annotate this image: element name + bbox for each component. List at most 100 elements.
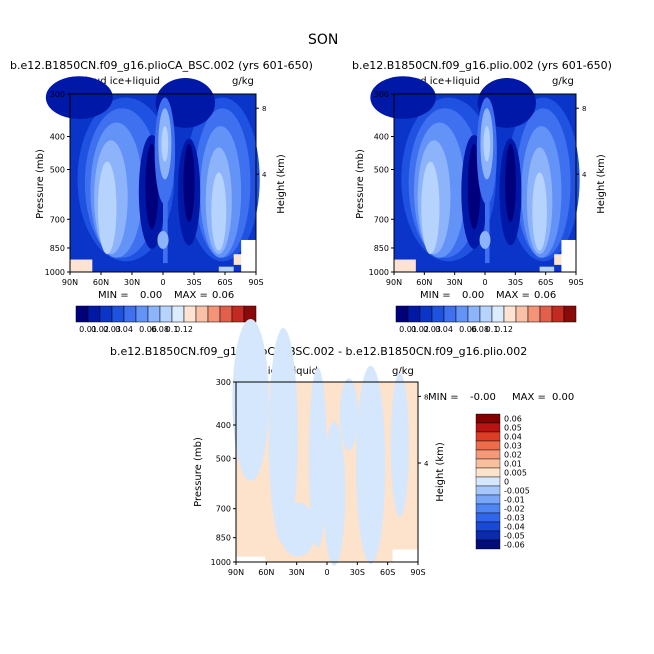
panel3-neg-region: [279, 502, 317, 557]
panel2-max-label: MAX =: [496, 290, 530, 301]
panel2-colorbar-label: 0.12: [495, 325, 513, 334]
panel2-colorbar-label: 0.08: [471, 325, 489, 334]
panel3-units: g/kg: [392, 366, 414, 377]
panel3-colorbar-swatch: [475, 458, 501, 469]
panel3-colorbar-swatch: [475, 521, 501, 532]
panel3-colorbar-swatch: [475, 485, 501, 496]
panel3-colorbar-swatch: [475, 530, 501, 541]
panel2-antarctic-mask: [561, 239, 576, 272]
panel2-plume-stem: [485, 191, 490, 264]
panel1-colorbar-swatch: [195, 305, 209, 323]
panel2-cloud-band: [421, 161, 440, 255]
panel3-colorbar-swatch: [475, 539, 501, 550]
panel3-colorbar-label: 0.02: [504, 451, 522, 460]
panel2-colorbar-swatch: [431, 305, 445, 323]
panel2-colorbar-swatch: [407, 305, 421, 323]
panel1-xtick-label: 0: [160, 278, 165, 287]
panel2-surface-strip: [539, 266, 555, 272]
panel1-antarctic-mask: [241, 239, 256, 272]
panel3-colorbar-swatch: [475, 512, 501, 523]
panel1-bl-cloud: [233, 254, 243, 265]
panel1-xtick-label: 30N: [124, 278, 140, 287]
panel1-colorbar-swatch: [123, 305, 137, 323]
panel3-ytick-label: 400: [216, 421, 231, 430]
panel1-colorbar-swatch: [183, 305, 197, 323]
panel2-ytick-label: 300: [374, 90, 389, 99]
panel2-colorbar-label: 0.03: [423, 325, 441, 334]
panel2-units: g/kg: [552, 76, 574, 87]
panel3-ytick-label: 850: [216, 534, 231, 543]
panel1-ytick-label: 400: [50, 133, 65, 142]
panel1-cloud-band: [97, 161, 117, 255]
panel2-xtick-label: 60N: [416, 278, 432, 287]
panel2-xtick-label: 60S: [538, 278, 553, 287]
panel2-htick-label: 8: [582, 105, 586, 113]
panel1-plume-stem: [163, 191, 168, 264]
panel2-colorbar-label: 0.02: [411, 325, 429, 334]
panel1-colorbar-swatch: [207, 305, 221, 323]
panel2-xtick-label: 0: [482, 278, 487, 287]
panel1-title: b.e12.B1850CN.f09_g16.plioCA_BSC.002 (yr…: [10, 59, 313, 72]
panel3-colorbar-swatch: [475, 440, 501, 451]
panel2-colorbar-label: 0.01: [399, 325, 417, 334]
panel2-colorbar-swatch: [455, 305, 469, 323]
panel3-surface-mask: [392, 549, 418, 562]
panel3-colorbar-label: -0.02: [504, 505, 525, 514]
panel3-neg-region: [339, 378, 358, 451]
panel3-title: b.e12.B1850CN.f09_g16.plioCA_BSC.002 - b…: [110, 345, 528, 358]
panel3-colorbar-label: -0.04: [504, 523, 525, 532]
panel3-htick-label: 4: [424, 460, 429, 468]
panel3-xtick-label: 30N: [289, 568, 305, 577]
panel3-xtick-label: 30S: [350, 568, 365, 577]
panel3-colorbar-swatch: [475, 422, 501, 433]
panel1-lowcloud: [157, 231, 169, 249]
panel1-units: g/kg: [232, 76, 254, 87]
panel2-htick-label: 4: [582, 171, 587, 179]
panel2-ytick-label: 700: [374, 215, 389, 224]
panel2-colorbar-swatch: [419, 305, 433, 323]
panel3-xtick-label: 60N: [258, 568, 274, 577]
panel1-min-label: MIN =: [98, 290, 129, 301]
panel3-colorbar-label: 0: [504, 478, 509, 487]
panel3-ytick-label: 500: [216, 454, 231, 463]
panel3-max-value: 0.00: [552, 392, 575, 403]
panel2-ytick-label: 1000: [369, 268, 389, 277]
panel1-colorbar-swatch: [99, 305, 113, 323]
panel1-variable: Cloud ice+liquid: [78, 76, 160, 87]
panel1-colorbar-label: 0.01: [79, 325, 97, 334]
panel2-ytick-label: 400: [374, 133, 389, 142]
panel1-colorbar-label: 0.02: [91, 325, 109, 334]
panel3-colorbar-swatch: [475, 467, 501, 478]
panel2-xtick-label: 90S: [568, 278, 583, 287]
panel2-colorbar-swatch: [551, 305, 565, 323]
panel2-min-label: MIN =: [420, 290, 451, 301]
panel3-colorbar-label: 0.06: [504, 415, 522, 424]
panel1-htick-label: 4: [262, 171, 267, 179]
panel2-max-value: 0.06: [534, 290, 557, 301]
panel3-ytick-label: 300: [216, 378, 231, 387]
panel1-colorbar-swatch: [219, 305, 233, 323]
panel2-ytick-label: 500: [374, 166, 389, 175]
panel2-xtick-label: 30S: [508, 278, 523, 287]
panel3-colorbar-swatch: [475, 449, 501, 460]
panel1-max-value: 0.06: [212, 290, 235, 301]
panel3-colorbar-label: 0.005: [504, 469, 527, 478]
panel3-colorbar-swatch: [475, 476, 501, 487]
panel1-min-value: 0.00: [140, 290, 163, 301]
panel1-dry-core: [183, 143, 195, 223]
panel2-cloud-band: [532, 172, 547, 251]
panel3-htick-label: 8: [424, 393, 428, 401]
panel1-colorbar-swatch: [75, 305, 89, 323]
panel1-colorbar-swatch: [171, 305, 185, 323]
panel2-lowcloud: [479, 231, 491, 249]
panel2-frame: [393, 93, 577, 273]
panel2-colorbar-swatch: [479, 305, 493, 323]
panel3-xtick-label: 90S: [410, 568, 425, 577]
panel1-colorbar-label: 0.1: [166, 325, 179, 334]
panel3-colorbar-swatch: [475, 431, 501, 442]
panel2-title: b.e12.B1850CN.f09_g16.plio.002 (yrs 601-…: [352, 59, 612, 72]
panel1-colorbar-label: 0.04: [115, 325, 133, 334]
panel2-bl-cloud: [394, 259, 416, 272]
